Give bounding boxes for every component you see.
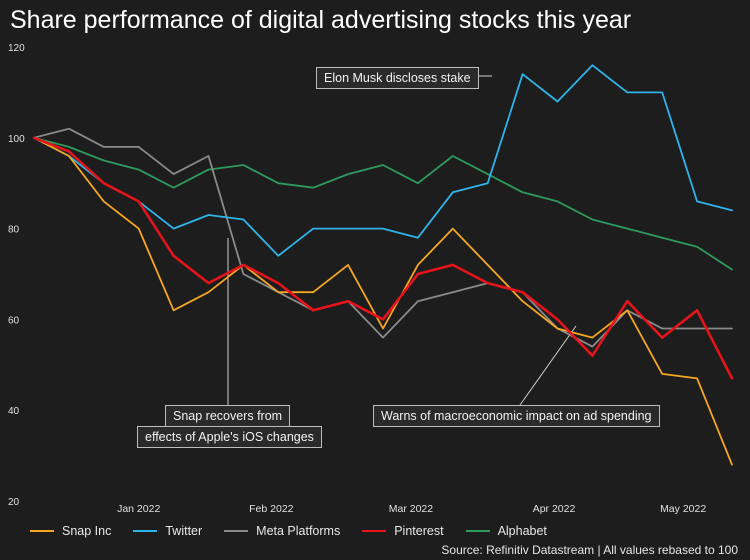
- legend-label-alphabet: Alphabet: [497, 524, 547, 538]
- line-chart: 20 40 60 80 100 120 Jan 2022 Feb 2022 Mar 2022 Ap…: [8, 43, 734, 515]
- legend-item-alphabet: Alphabet: [465, 524, 547, 538]
- y-tick-label: 20: [8, 497, 20, 508]
- legend-swatch-snap: [30, 530, 54, 532]
- legend-item-pinterest: Pinterest: [362, 524, 444, 538]
- y-tick-label: 80: [8, 225, 20, 236]
- legend-label-twitter: Twitter: [165, 524, 203, 538]
- series-line-twitter: [33, 64, 733, 257]
- legend-swatch-meta: [224, 530, 249, 532]
- series-line-pinterest: [32, 136, 734, 380]
- chart-legend: Snap Inc Twitter Meta Platforms Pinteres…: [30, 524, 569, 538]
- x-tick-label: Feb 2022: [249, 503, 294, 515]
- legend-item-twitter: Twitter: [133, 524, 202, 538]
- legend-swatch-twitter: [133, 530, 158, 532]
- y-tick-label: 40: [8, 406, 20, 417]
- legend-item-meta: Meta Platforms: [224, 524, 340, 538]
- chart-title: Share performance of digital advertising…: [10, 6, 632, 34]
- series-line-meta-platforms: [33, 127, 733, 348]
- legend-label-pinterest: Pinterest: [394, 524, 444, 538]
- legend-swatch-pinterest: [362, 530, 387, 532]
- annotation-musk: Elon Musk discloses stake: [316, 67, 479, 89]
- legend-label-snap: Snap Inc: [62, 524, 112, 538]
- y-tick-label: 100: [8, 134, 25, 145]
- x-tick-label: Apr 2022: [533, 503, 576, 515]
- legend-swatch-alphabet: [465, 530, 490, 532]
- annotation-line-macro: [519, 325, 577, 406]
- annotation-macro: Warns of macroeconomic impact on ad spen…: [373, 405, 660, 427]
- y-tick-label: 120: [8, 43, 25, 54]
- legend-label-meta: Meta Platforms: [256, 524, 341, 538]
- source-note: Source: Refinitiv Datastream | All value…: [441, 543, 738, 557]
- annotation-snap-line-1: Snap recovers from: [165, 405, 291, 427]
- legend-item-snap: Snap Inc: [30, 524, 111, 538]
- x-tick-label: May 2022: [660, 503, 706, 515]
- x-tick-label: Jan 2022: [117, 503, 160, 515]
- y-tick-label: 60: [8, 315, 20, 326]
- series-line-alphabet: [33, 136, 733, 271]
- annotation-snap-line-2: effects of Apple's iOS changes: [137, 426, 322, 448]
- x-tick-label: Mar 2022: [389, 503, 434, 515]
